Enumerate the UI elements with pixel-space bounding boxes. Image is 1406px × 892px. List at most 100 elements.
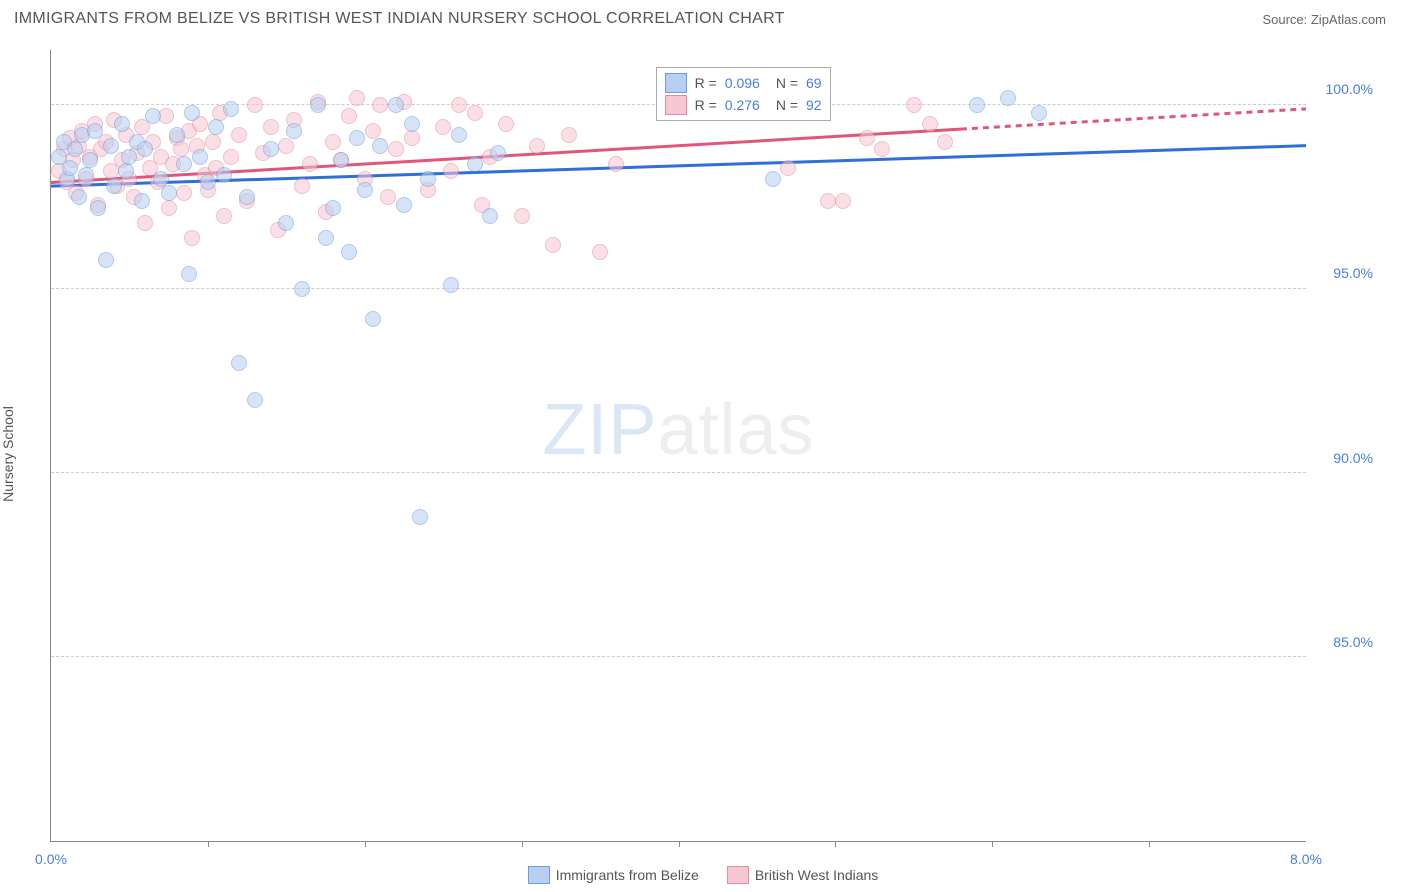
scatter-point (169, 127, 185, 143)
chart-header: IMMIGRANTS FROM BELIZE VS BRITISH WEST I… (0, 0, 1406, 34)
scatter-point (184, 230, 200, 246)
scatter-point (467, 105, 483, 121)
legend-r-value: 0.096 (725, 75, 760, 91)
watermark: ZIPatlas (542, 389, 814, 471)
plot-region: ZIPatlas 0.0%8.0% (50, 50, 1306, 842)
scatter-point (263, 141, 279, 157)
scatter-point (490, 145, 506, 161)
scatter-point (118, 163, 134, 179)
xtick-mark (522, 841, 523, 847)
scatter-point (388, 97, 404, 113)
xtick-mark (365, 841, 366, 847)
scatter-point (498, 116, 514, 132)
scatter-point (137, 215, 153, 231)
scatter-point (134, 193, 150, 209)
legend-swatch (528, 866, 550, 884)
scatter-point (278, 138, 294, 154)
scatter-point (239, 189, 255, 205)
scatter-point (451, 97, 467, 113)
scatter-point (482, 208, 498, 224)
scatter-point (349, 130, 365, 146)
legend-label: British West Indians (755, 867, 878, 883)
scatter-point (87, 123, 103, 139)
legend-r-label: R = (695, 75, 717, 91)
legend-stat-row: R = 0.096 N = 69 (665, 72, 822, 94)
scatter-point (467, 156, 483, 172)
scatter-point (349, 90, 365, 106)
chart-area: ZIPatlas 0.0%8.0% R =0.096N =69R =0.276N… (50, 50, 1381, 842)
scatter-point (820, 193, 836, 209)
scatter-point (67, 141, 83, 157)
ytick-label: 85.0% (1333, 634, 1381, 650)
scatter-point (294, 178, 310, 194)
xtick-mark (835, 841, 836, 847)
scatter-point (1000, 90, 1016, 106)
scatter-point (286, 123, 302, 139)
gridline-h (51, 656, 1306, 657)
scatter-point (161, 185, 177, 201)
scatter-point (372, 138, 388, 154)
ytick-label: 90.0% (1333, 450, 1381, 466)
scatter-point (114, 116, 130, 132)
scatter-point (874, 141, 890, 157)
chart-title: IMMIGRANTS FROM BELIZE VS BRITISH WEST I… (14, 10, 785, 28)
scatter-point (145, 108, 161, 124)
scatter-point (396, 197, 412, 213)
scatter-point (216, 208, 232, 224)
scatter-point (608, 156, 624, 172)
scatter-point (835, 193, 851, 209)
legend-n-label: N = (776, 75, 798, 91)
scatter-point (90, 200, 106, 216)
scatter-point (380, 189, 396, 205)
legend-bottom-item: Immigrants from Belize (528, 866, 699, 884)
xtick-mark (679, 841, 680, 847)
scatter-point (205, 134, 221, 150)
scatter-point (765, 171, 781, 187)
scatter-point (247, 97, 263, 113)
scatter-point (103, 138, 119, 154)
scatter-point (325, 134, 341, 150)
scatter-point (121, 149, 137, 165)
legend-bottom-item: British West Indians (727, 866, 878, 884)
scatter-point (278, 215, 294, 231)
scatter-point (247, 392, 263, 408)
legend-n-value: 69 (806, 75, 822, 91)
scatter-point (208, 119, 224, 135)
scatter-point (263, 119, 279, 135)
scatter-point (98, 252, 114, 268)
scatter-point (341, 244, 357, 260)
scatter-point (365, 123, 381, 139)
legend-bottom: Immigrants from Belize British West India… (0, 866, 1406, 884)
scatter-point (341, 108, 357, 124)
ytick-label: 95.0% (1333, 265, 1381, 281)
trendlines-layer (51, 50, 1306, 841)
scatter-point (318, 230, 334, 246)
legend-label: Immigrants from Belize (556, 867, 699, 883)
legend-swatch (727, 866, 749, 884)
legend-stat-box: R =0.096N =69R =0.276N =92 (656, 67, 831, 121)
scatter-point (192, 149, 208, 165)
scatter-point (153, 171, 169, 187)
scatter-point (310, 97, 326, 113)
scatter-point (231, 127, 247, 143)
xtick-mark (992, 841, 993, 847)
scatter-point (922, 116, 938, 132)
scatter-point (372, 97, 388, 113)
scatter-point (435, 119, 451, 135)
source-label: Source: ZipAtlas.com (1262, 12, 1386, 27)
scatter-point (937, 134, 953, 150)
scatter-point (545, 237, 561, 253)
scatter-point (173, 141, 189, 157)
scatter-point (294, 281, 310, 297)
scatter-point (78, 167, 94, 183)
scatter-point (333, 152, 349, 168)
legend-swatch (665, 73, 687, 93)
scatter-point (231, 355, 247, 371)
gridline-h (51, 472, 1306, 473)
legend-n-label: N = (776, 97, 798, 113)
scatter-point (404, 116, 420, 132)
legend-swatch (665, 95, 687, 115)
scatter-point (404, 130, 420, 146)
scatter-point (62, 160, 78, 176)
scatter-point (420, 171, 436, 187)
